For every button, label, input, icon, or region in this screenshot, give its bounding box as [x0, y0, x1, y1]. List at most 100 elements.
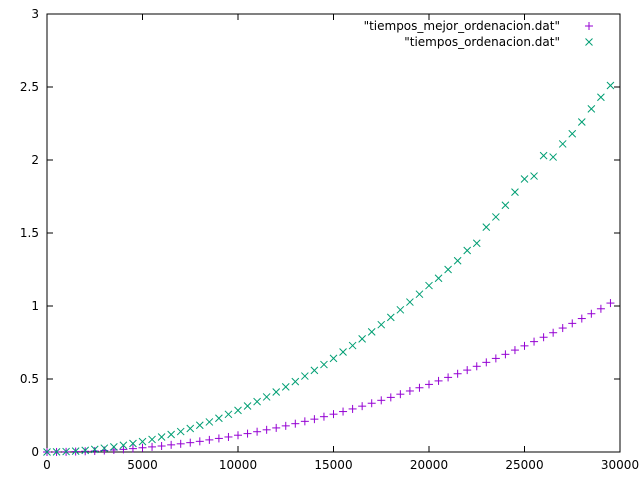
- data-point: [205, 435, 214, 444]
- data-point: [128, 444, 137, 453]
- y-tick-label: 3: [31, 7, 39, 21]
- data-point: [472, 239, 481, 248]
- x-tick-label: 10000: [219, 458, 257, 472]
- data-point: [62, 447, 70, 456]
- data-point: [472, 362, 481, 371]
- data-point: [463, 366, 472, 375]
- data-point: [596, 304, 605, 313]
- data-point: [339, 407, 348, 416]
- data-point: [52, 448, 61, 456]
- y-tick-label: 1.5: [20, 226, 39, 240]
- data-point: [453, 369, 462, 378]
- data-point: [348, 404, 357, 413]
- data-point: [157, 433, 166, 441]
- data-point: [167, 440, 176, 449]
- data-point: [291, 377, 300, 386]
- data-point: [520, 341, 529, 350]
- data-series: [43, 81, 615, 456]
- data-point: [329, 410, 338, 419]
- series-1: [43, 299, 615, 456]
- data-point: [109, 443, 118, 451]
- data-point: [587, 309, 596, 318]
- data-point: [520, 175, 529, 183]
- data-point: [425, 380, 433, 389]
- data-point: [90, 446, 99, 455]
- data-point: [558, 324, 567, 333]
- data-point: [119, 441, 128, 450]
- data-point: [491, 354, 500, 363]
- legend: "tiempos_mejor_ordenacion.dat" "tiempos_…: [364, 19, 593, 49]
- data-point: [434, 376, 443, 385]
- y-tick-label: 1: [31, 299, 39, 313]
- data-point: [43, 448, 51, 456]
- data-point: [577, 118, 586, 126]
- x-tick-label: 30000: [601, 458, 639, 472]
- data-point: [310, 366, 319, 375]
- data-point: [300, 372, 309, 380]
- data-point: [90, 445, 99, 454]
- data-point: [491, 213, 500, 221]
- data-point: [71, 447, 80, 455]
- data-point: [310, 415, 319, 424]
- data-point: [234, 406, 242, 415]
- data-point: [214, 434, 223, 443]
- data-point: [530, 337, 539, 346]
- y-tick-label: 2.5: [20, 80, 39, 94]
- data-point: [119, 445, 128, 454]
- data-point: [549, 328, 558, 337]
- data-point: [597, 93, 605, 102]
- data-point: [176, 427, 185, 436]
- y-tick-label: 0: [31, 445, 39, 459]
- data-point: [138, 443, 147, 452]
- legend-label-series-2: "tiempos_ordenacion.dat": [404, 35, 560, 49]
- data-point: [558, 140, 567, 148]
- data-point: [415, 383, 424, 392]
- plot-frame: [46, 13, 621, 453]
- data-point: [482, 223, 491, 232]
- data-point: [348, 341, 357, 350]
- data-point: [568, 319, 577, 328]
- data-point: [425, 281, 433, 290]
- data-point: [539, 333, 548, 342]
- data-point: [167, 430, 176, 439]
- data-point: [262, 425, 271, 434]
- x-tick-label: 25000: [505, 458, 543, 472]
- data-point: [539, 151, 548, 160]
- data-point: [511, 188, 519, 196]
- data-point: [444, 265, 452, 274]
- data-point: [358, 402, 367, 411]
- data-point: [396, 305, 405, 314]
- data-point: [148, 435, 156, 444]
- y-tick-label: 0.5: [20, 372, 39, 386]
- data-point: [396, 390, 405, 399]
- x-tick-label: 15000: [314, 458, 352, 472]
- data-point: [549, 153, 558, 161]
- data-point: [157, 442, 166, 451]
- data-point: [367, 327, 376, 336]
- data-point: [568, 129, 577, 138]
- data-point: [300, 417, 309, 426]
- legend-marker-series-1: [585, 22, 593, 30]
- data-point: [224, 410, 233, 419]
- data-point: [386, 393, 395, 402]
- data-point: [81, 447, 90, 456]
- data-point: [415, 290, 424, 299]
- data-point: [291, 419, 300, 428]
- data-point: [463, 246, 472, 255]
- data-point: [367, 399, 376, 408]
- data-point: [501, 201, 510, 210]
- legend-marker-series-2: [585, 38, 593, 46]
- data-point: [195, 437, 204, 446]
- data-point: [386, 313, 395, 322]
- data-point: [501, 350, 510, 359]
- data-point: [224, 432, 233, 441]
- data-point: [243, 402, 252, 410]
- data-point: [281, 383, 290, 391]
- legend-label-series-1: "tiempos_mejor_ordenacion.dat": [364, 19, 560, 33]
- y-tick-label: 2: [31, 153, 39, 167]
- data-point: [434, 274, 443, 283]
- data-point: [530, 172, 538, 180]
- x-tick-label: 20000: [410, 458, 448, 472]
- data-point: [253, 427, 262, 436]
- data-point: [234, 431, 242, 440]
